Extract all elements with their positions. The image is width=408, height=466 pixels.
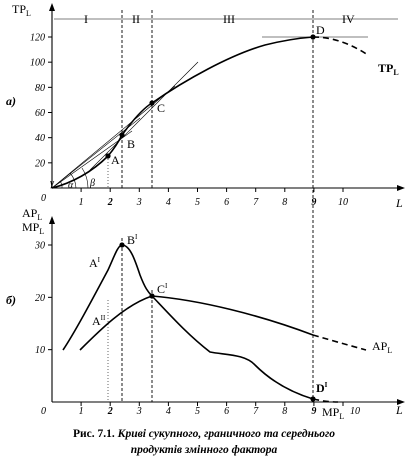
b-x-arrow: [397, 399, 405, 405]
a-y-tick-label: 40: [35, 133, 45, 144]
a-x-tick-label: 6: [224, 197, 229, 208]
b-x-axis-title: L: [395, 403, 403, 417]
a-origin: 0: [41, 193, 46, 204]
a-angle-arc-beta: [81, 167, 89, 189]
a-y-arrow: [49, 3, 55, 11]
b-y-tick-label: 30: [34, 241, 45, 252]
b-y-axis-title-ap: APL: [22, 206, 42, 222]
a-label-a: A: [111, 153, 120, 167]
a-stage-i: I: [84, 12, 88, 26]
a-angle-arc-alpha: [69, 172, 77, 189]
mp-curve-label: MPL: [322, 405, 344, 421]
b-x-tick-label: 4: [166, 406, 171, 417]
ap-curve: [79, 295, 314, 351]
b-point-d: [310, 396, 316, 402]
b-x-tick-label: 7: [253, 406, 259, 417]
b-panel-tag: б): [6, 293, 16, 307]
a-point-b: [119, 132, 125, 138]
a-stage-ii: II: [132, 12, 140, 26]
b-x-tick-label: 1: [79, 406, 84, 417]
a-panel-tag: а): [6, 94, 16, 108]
a-x-tick-label: 8: [282, 197, 287, 208]
b-label-c1: CI: [157, 282, 168, 296]
b-x-ticks: 1 2 3 4 5 6 7 8 9 10: [79, 402, 360, 417]
a-y-axis-title: TPL: [12, 2, 31, 18]
b-y-tick-label: 10: [35, 345, 45, 356]
a-x-arrow: [397, 185, 405, 191]
b-x-tick-label: 10: [350, 406, 360, 417]
a-point-d: [310, 34, 316, 40]
a-stage-iv: IV: [342, 12, 355, 26]
a-label-c: C: [157, 101, 165, 115]
a-x-tick-label: 3: [136, 197, 142, 208]
a-x-tick-label: 2: [107, 197, 113, 208]
a-tangent-c: [89, 61, 199, 171]
a-y-tick-label: 100: [30, 58, 45, 69]
a-y-tick-label: 120: [30, 33, 45, 44]
a-label-b: B: [127, 137, 135, 151]
b-y-axis-title-mp: MPL: [22, 220, 44, 236]
b-label-a2: AII: [92, 314, 106, 328]
caption-line-2: продуктів змінного фактора: [131, 444, 278, 456]
a-point-a: [105, 153, 111, 159]
a-angle-beta: β: [89, 178, 95, 189]
a-point-c: [149, 100, 155, 106]
b-label-d1: DI: [316, 381, 328, 395]
tp-curve-declining: [312, 36, 369, 56]
caption-line-1: Рис. 7.1. Криві сукупного, граничного та…: [73, 428, 335, 440]
b-y-arrow: [49, 216, 55, 224]
b-x-tick-label: 5: [195, 406, 200, 417]
b-x-tick-label: 9: [311, 406, 316, 417]
a-y-tick-label: 80: [35, 83, 45, 94]
ap-curve-label: APL: [372, 339, 392, 355]
a-y-tick-label: 20: [35, 158, 45, 169]
a-x-tick-label: 9: [311, 197, 316, 208]
b-point-b: [119, 242, 125, 248]
ap-curve-extension: [312, 334, 367, 351]
tp-curve-label: TPL: [378, 61, 399, 77]
b-y-ticks: 10 20 30: [34, 241, 52, 356]
a-x-axis-title: L: [395, 196, 403, 210]
b-x-tick-label: 3: [136, 406, 142, 417]
b-x-tick-label: 6: [224, 406, 229, 417]
b-x-tick-label: 2: [107, 406, 113, 417]
mp-curve: [62, 244, 314, 400]
tp-curve: [51, 36, 314, 189]
b-origin: 0: [41, 406, 46, 417]
a-x-tick-label: 4: [166, 197, 171, 208]
a-label-d: D: [316, 23, 325, 37]
a-y-tick-label: 60: [35, 108, 45, 119]
a-y-ticks: 20 40 60 80 100 120: [30, 33, 52, 169]
a-stage-iii: III: [223, 12, 235, 26]
b-y-tick-label: 20: [35, 293, 45, 304]
a-x-tick-label: 5: [195, 197, 200, 208]
a-x-tick-label: 7: [253, 197, 259, 208]
b-x-tick-label: 8: [282, 406, 287, 417]
a-angle-arc-gamma: [59, 180, 63, 189]
b-label-a1: AI: [89, 256, 101, 270]
a-x-tick-label: 1: [79, 197, 84, 208]
b-label-b1: BI: [127, 233, 138, 247]
a-angle-gamma: γ: [50, 178, 55, 189]
b-point-c: [149, 293, 155, 299]
a-x-ticks: 1 2 3 4 5 6 7 8 9 10: [79, 188, 348, 208]
a-x-tick-label: 10: [338, 197, 348, 208]
a-angle-alpha: α: [68, 180, 74, 191]
